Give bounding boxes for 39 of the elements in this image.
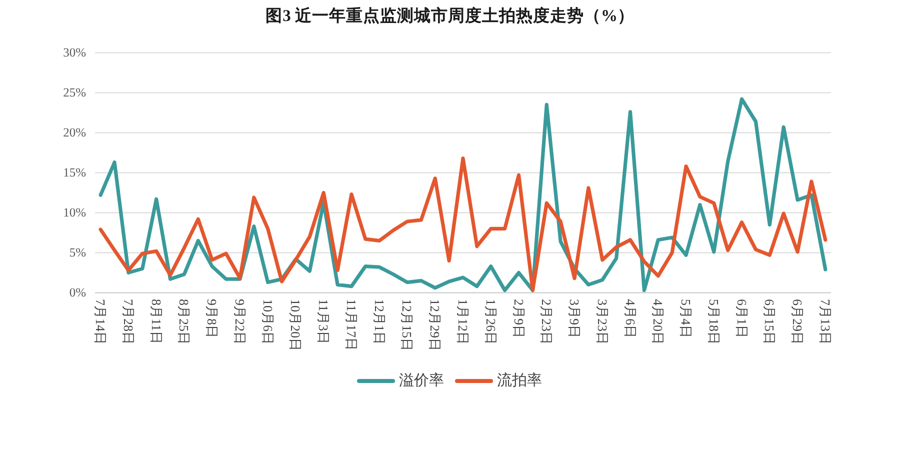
x-tick: 12月29日 [428,299,443,351]
x-tick: 7月14日 [93,299,108,344]
x-tick: 4月20日 [650,299,666,344]
x-tick: 2月23日 [539,299,554,344]
x-tick: 7月28日 [120,299,136,344]
x-tick: 3月9日 [567,299,582,338]
x-tick: 7月13日 [818,299,833,344]
y-tick: 0% [69,286,86,300]
y-tick: 30% [63,46,86,60]
x-tick: 6月15日 [762,299,778,344]
legend-item: 流拍率 [455,373,542,389]
legend-label: 溢价率 [399,372,444,389]
x-tick: 5月18日 [706,299,722,344]
x-tick: 12月15日 [400,299,415,351]
y-tick: 20% [63,126,86,140]
x-tick: 6月1日 [734,299,750,338]
x-tick: 4月6日 [622,299,638,338]
x-tick: 8月25日 [176,299,192,344]
y-tick: 25% [63,86,86,100]
x-tick: 5月4日 [678,299,694,338]
x-tick: 9月8日 [204,299,220,338]
x-tick: 2月9日 [511,299,526,338]
y-tick: 5% [69,246,86,260]
y-tick: 10% [63,206,86,220]
x-tick: 3月23日 [594,299,610,344]
title: 图3 近一年重点监测城市周度土拍热度走势（%） [266,6,634,25]
legend-item: 溢价率 [357,373,444,389]
x-tick: 1月26日 [483,299,498,344]
x-tick: 6月29日 [790,299,806,344]
x-tick: 12月1日 [372,299,387,344]
x-tick: 11月17日 [344,299,359,351]
x-tick: 10月20日 [288,299,304,351]
x-tick: 9月22日 [232,299,248,344]
x-tick: 11月3日 [316,299,332,344]
x-tick: 8月11日 [148,299,164,344]
x-tick: 1月12日 [456,299,470,344]
x-tick: 10月6日 [260,299,276,344]
legend-label: 流拍率 [497,372,542,389]
y-tick: 15% [63,166,86,180]
